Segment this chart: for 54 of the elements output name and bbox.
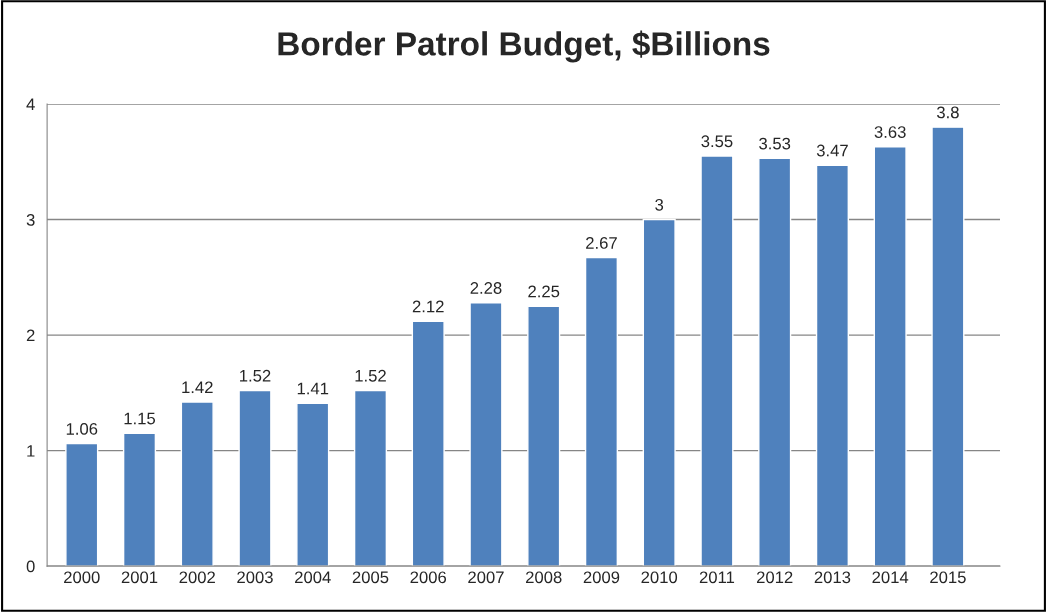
data-label: 2.28 — [470, 282, 502, 294]
x-tick-label: 2002 — [179, 571, 215, 584]
data-label: 1.52 — [355, 369, 386, 382]
data-label: 2.25 — [528, 285, 560, 298]
bar — [469, 302, 503, 567]
y-tick-label: 1 — [27, 445, 35, 457]
data-label: 1.15 — [124, 412, 156, 425]
data-label: 1.06 — [66, 423, 98, 435]
y-tick-label: 3 — [26, 213, 35, 226]
bar — [584, 256, 619, 567]
bar — [353, 389, 388, 567]
data-label: 1.41 — [297, 382, 329, 395]
bar — [758, 157, 792, 567]
x-tick-label: 2001 — [121, 571, 158, 584]
data-label: 2.12 — [412, 300, 444, 313]
data-label: 1.42 — [182, 381, 213, 394]
data-label: 2.67 — [586, 237, 617, 249]
x-tick-label: 2000 — [64, 571, 100, 584]
bar — [642, 218, 676, 567]
x-tick-label: 2008 — [526, 571, 562, 584]
data-label: 3.8 — [936, 106, 959, 119]
data-label: 3 — [655, 198, 664, 211]
bar — [527, 305, 561, 567]
x-tick-label: 2015 — [930, 571, 966, 584]
data-label: 3.53 — [759, 137, 791, 150]
x-tick-label: 2014 — [872, 571, 909, 584]
bar — [411, 320, 445, 567]
x-tick-label: 2009 — [583, 571, 620, 584]
bar — [122, 432, 157, 567]
x-tick-label: 2004 — [295, 571, 331, 584]
data-label: 3.55 — [701, 135, 733, 148]
bar — [180, 401, 214, 567]
data-label: 1.52 — [240, 369, 271, 382]
bar — [296, 402, 330, 567]
x-tick-label: 2012 — [756, 571, 793, 584]
bar — [873, 146, 907, 567]
x-tick-label: 2011 — [699, 571, 735, 584]
y-tick-label: 4 — [26, 98, 35, 111]
bar — [65, 442, 99, 567]
bar — [815, 164, 850, 567]
x-tick-label: 2005 — [352, 571, 389, 584]
bar — [238, 389, 272, 567]
x-tick-label: 2010 — [641, 571, 678, 584]
chart-title: Border Patrol Budget, $Billions — [278, 30, 770, 63]
bar — [700, 155, 734, 567]
x-tick-label: 2006 — [410, 571, 447, 584]
bar — [931, 126, 965, 567]
x-tick-label: 2007 — [468, 571, 504, 584]
data-label: 3.63 — [874, 126, 906, 138]
y-tick-label: 0 — [26, 560, 35, 573]
data-label: 3.47 — [816, 144, 848, 157]
x-tick-label: 2003 — [237, 571, 273, 584]
y-tick-label: 2 — [26, 329, 35, 342]
x-tick-label: 2013 — [814, 571, 851, 584]
